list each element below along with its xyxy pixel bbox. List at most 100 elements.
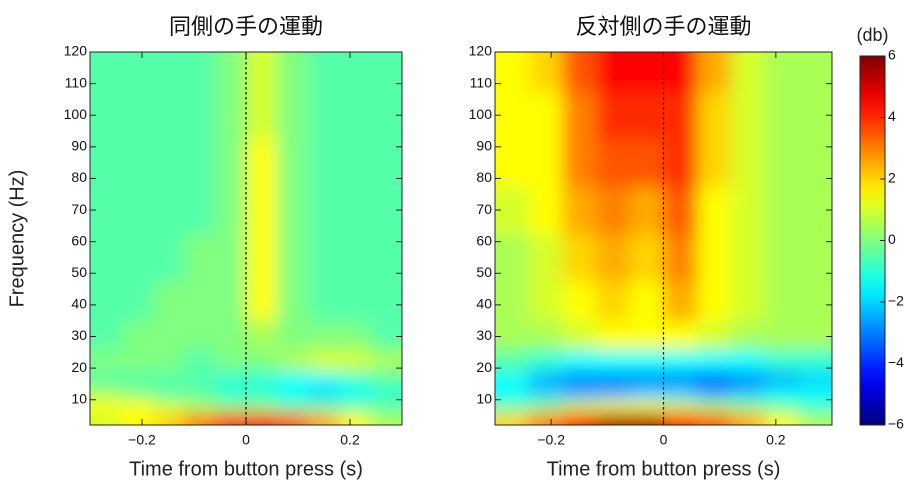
heatmap-cell: [528, 186, 563, 235]
heatmap-cell: [697, 320, 732, 350]
heatmap-cell: [152, 281, 185, 322]
heatmap-cell: [596, 52, 631, 93]
heatmap-cell: [121, 138, 153, 187]
heatmap-cell: [663, 52, 698, 93]
x-tick-label: −0.2: [537, 432, 565, 448]
heatmap-cell: [370, 371, 402, 388]
heatmap-cell: [214, 399, 247, 413]
heatmap-cell: [798, 320, 832, 350]
heatmap-cell: [214, 91, 247, 140]
y-tick-label: 40: [476, 296, 492, 312]
heatmap-cell: [370, 387, 402, 401]
heatmap-cell: [495, 412, 530, 425]
heatmap-cell: [697, 233, 732, 282]
heatmap-cell: [339, 52, 372, 93]
heatmap-cell: [596, 387, 631, 401]
x-tick-label: 0: [660, 432, 668, 448]
heatmap-cell: [277, 349, 309, 372]
heatmap-cell: [697, 399, 732, 413]
heatmap-cell: [214, 186, 247, 235]
heatmap-cell: [663, 349, 698, 372]
heatmap-cell: [183, 138, 216, 187]
y-tick-label: 60: [71, 232, 87, 248]
heatmap-cell: [528, 349, 563, 372]
heatmap-cell: [183, 320, 216, 350]
colorbar-tick-label: −2: [888, 293, 904, 309]
x-tick-label: 0.2: [340, 432, 360, 448]
heatmap-cell: [764, 371, 799, 388]
heatmap-cell: [308, 412, 341, 425]
heatmap-cell: [629, 320, 664, 350]
heatmap-cell: [121, 281, 153, 322]
heatmap-cell: [339, 233, 372, 282]
heatmap-cell: [764, 91, 799, 140]
x-tick-label: 0: [242, 432, 250, 448]
heatmap-cell: [246, 349, 278, 372]
x-tick-label: 0.2: [766, 432, 786, 448]
heatmap-cell: [339, 371, 372, 388]
heatmap-cell: [798, 399, 832, 413]
heatmap-cell: [562, 371, 597, 388]
heatmap-cell: [697, 371, 732, 388]
heatmap-cell: [214, 52, 247, 93]
heatmap-cell: [152, 399, 185, 413]
heatmap-cell: [277, 91, 309, 140]
heatmap-cell: [339, 138, 372, 187]
heatmap-cell: [562, 320, 597, 350]
heatmap-cell: [277, 320, 309, 350]
heatmap-cell: [90, 281, 122, 322]
heatmap-cell: [246, 91, 278, 140]
x-tick-label: −0.2: [128, 432, 156, 448]
y-tick-label: 30: [476, 327, 492, 343]
heatmap-cell: [214, 320, 247, 350]
colorbar-tick-label: −4: [888, 354, 904, 370]
heatmap-cell: [562, 349, 597, 372]
heatmap-cell: [277, 412, 309, 425]
heatmap-cell: [246, 399, 278, 413]
heatmap-cell: [152, 371, 185, 388]
heatmap-cell: [730, 233, 766, 282]
heatmap-cell: [562, 52, 597, 93]
heatmap-cell: [528, 91, 563, 140]
heatmap-cell: [183, 371, 216, 388]
heatmap-cell: [308, 349, 341, 372]
y-tick-label: 120: [64, 43, 88, 59]
heatmap-cell: [764, 281, 799, 322]
heatmap-cell: [339, 281, 372, 322]
heatmap-cell: [121, 399, 153, 413]
heatmap-cell: [183, 281, 216, 322]
heatmap-cell: [339, 412, 372, 425]
heatmap-cell: [152, 233, 185, 282]
heatmap-cell: [152, 320, 185, 350]
heatmap-cell: [562, 233, 597, 282]
y-tick-label: 90: [476, 138, 492, 154]
heatmap-cell: [277, 387, 309, 401]
heatmap-cell: [629, 52, 664, 93]
heatmap-cell: [629, 349, 664, 372]
heatmap-cell: [339, 349, 372, 372]
heatmap: [495, 52, 832, 425]
heatmap-cell: [90, 387, 122, 401]
heatmap-cell: [697, 412, 732, 425]
heatmap-cell: [246, 138, 278, 187]
heatmap-cell: [308, 138, 341, 187]
x-axis-label: Time from button press (s): [547, 458, 781, 480]
heatmap-cell: [596, 91, 631, 140]
heatmap-cell: [370, 52, 402, 93]
heatmap-cell: [183, 233, 216, 282]
heatmap-cell: [528, 233, 563, 282]
heatmap-cell: [697, 138, 732, 187]
heatmap-cell: [183, 52, 216, 93]
heatmap-cell: [339, 91, 372, 140]
heatmap-cell: [308, 320, 341, 350]
heatmap-cell: [764, 387, 799, 401]
heatmap-cell: [214, 349, 247, 372]
heatmap-cell: [663, 281, 698, 322]
heatmap-cell: [562, 387, 597, 401]
heatmap-cell: [339, 387, 372, 401]
heatmap-cell: [214, 371, 247, 388]
heatmap-cell: [697, 52, 732, 93]
heatmap-cell: [214, 387, 247, 401]
y-tick-label: 80: [476, 169, 492, 185]
